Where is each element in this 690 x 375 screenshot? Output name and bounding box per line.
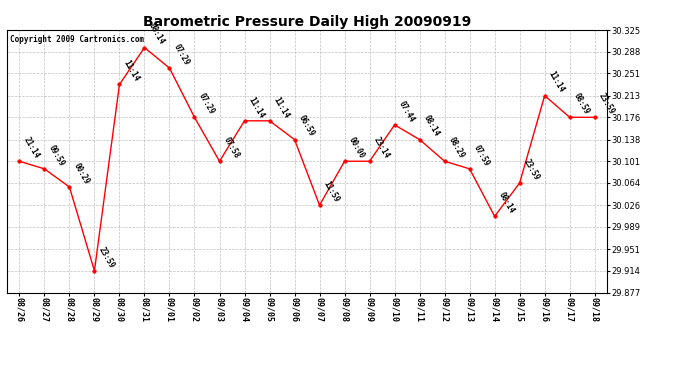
- Text: 11:59: 11:59: [322, 180, 341, 204]
- Text: 21:14: 21:14: [21, 135, 41, 160]
- Text: 07:59: 07:59: [472, 143, 491, 168]
- Text: 07:44: 07:44: [397, 99, 416, 124]
- Text: 08:14: 08:14: [146, 22, 166, 46]
- Text: 23:59: 23:59: [597, 92, 616, 116]
- Title: Barometric Pressure Daily High 20090919: Barometric Pressure Daily High 20090919: [143, 15, 471, 29]
- Text: 00:00: 00:00: [346, 135, 366, 160]
- Text: 08:59: 08:59: [572, 92, 591, 116]
- Text: 23:59: 23:59: [97, 245, 116, 270]
- Text: 07:29: 07:29: [172, 42, 191, 67]
- Text: 11:14: 11:14: [121, 59, 141, 83]
- Text: 11:14: 11:14: [272, 95, 291, 120]
- Text: 08:14: 08:14: [422, 114, 441, 138]
- Text: Copyright 2009 Cartronics.com: Copyright 2009 Cartronics.com: [10, 35, 144, 44]
- Text: 08:29: 08:29: [446, 135, 466, 160]
- Text: 11:14: 11:14: [246, 95, 266, 120]
- Text: 00:29: 00:29: [72, 161, 91, 186]
- Text: 08:14: 08:14: [497, 190, 516, 215]
- Text: 06:59: 06:59: [297, 114, 316, 138]
- Text: 09:59: 09:59: [46, 143, 66, 168]
- Text: 07:29: 07:29: [197, 92, 216, 116]
- Text: 23:14: 23:14: [372, 135, 391, 160]
- Text: 23:59: 23:59: [522, 157, 541, 182]
- Text: 11:14: 11:14: [546, 70, 566, 94]
- Text: 07:58: 07:58: [221, 135, 241, 160]
